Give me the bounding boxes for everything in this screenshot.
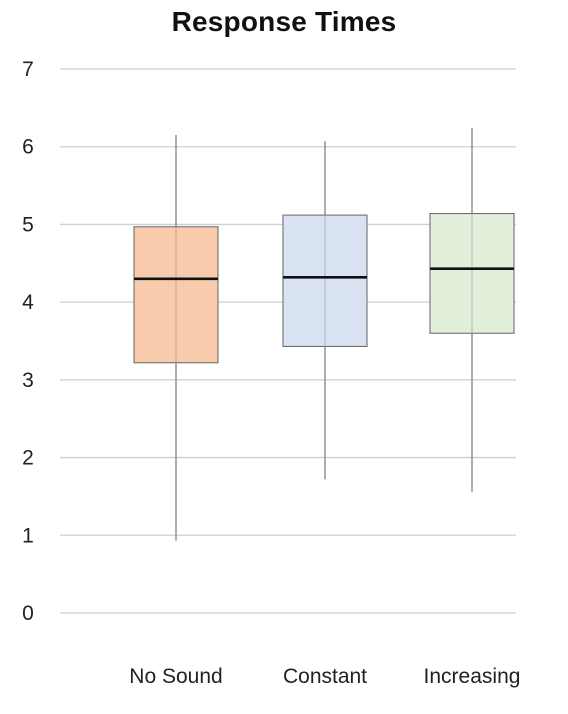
y-tick-label: 7 [22, 58, 34, 81]
box-1 [282, 141, 368, 480]
y-tick-label: 5 [22, 213, 34, 236]
x-category-label: No Sound [129, 665, 222, 688]
y-tick-label: 0 [22, 602, 34, 625]
x-category-label: Constant [283, 665, 367, 688]
box-2 [429, 128, 515, 492]
x-category-label: Increasing [424, 665, 521, 688]
y-tick-label: 1 [22, 524, 34, 547]
y-tick-label: 3 [22, 369, 34, 392]
y-tick-label: 6 [22, 136, 34, 159]
y-axis-ticks: 0 1 2 3 4 5 6 7 [22, 58, 34, 625]
boxes [133, 128, 515, 541]
chart-title: Response Times [171, 6, 397, 37]
y-tick-label: 2 [22, 447, 34, 470]
y-tick-label: 4 [22, 291, 34, 314]
x-axis-categories: No Sound Constant Increasing [129, 665, 520, 688]
box-0 [133, 135, 219, 541]
